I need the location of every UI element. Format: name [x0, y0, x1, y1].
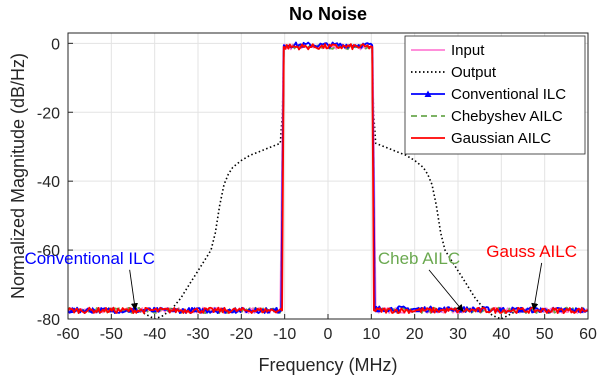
y-tick-label: 0	[51, 36, 60, 53]
legend-label-2: Conventional ILC	[451, 86, 566, 103]
annotation-arrow-2	[531, 262, 543, 311]
x-tick-label: 20	[406, 326, 424, 343]
x-tick-label: 40	[492, 326, 510, 343]
y-axis-label: Normalized Magnitude (dB/Hz)	[8, 53, 28, 299]
x-tick-label: -20	[230, 326, 253, 343]
legend-box	[404, 35, 586, 155]
x-tick-label: -50	[100, 326, 123, 343]
annotation-arrow-1	[428, 269, 464, 312]
x-tick-label: 30	[449, 326, 467, 343]
annotations: Conventional ILC Cheb AILC Gauss AILC	[24, 242, 577, 312]
legend-label-3: Chebyshev AILC	[451, 108, 563, 125]
annotation-text-0: Conventional ILC	[24, 249, 154, 268]
x-tick-label: -10	[273, 326, 296, 343]
legend-label-1: Output	[451, 64, 497, 81]
x-tick-label: 60	[579, 326, 597, 343]
series-line-4	[68, 43, 588, 314]
series-line-1	[68, 46, 588, 319]
y-tick-label: -60	[37, 243, 60, 260]
series-line-3	[68, 43, 588, 314]
x-tick-label: -40	[143, 326, 166, 343]
x-tick-label: -60	[56, 326, 79, 343]
x-tick-label: 50	[536, 326, 554, 343]
legend: Input Output Conventional ILC Chebyshev AIL…	[404, 35, 586, 155]
legend-label-0: Input	[451, 42, 485, 59]
y-tick-label: -40	[37, 174, 60, 191]
ticks: -60 -50 -40 -30 -20 -10 0 10 20 30 40 50 60-80-60-40…	[37, 36, 597, 343]
annotation-arrow-0	[129, 269, 138, 311]
annotation-text-1: Cheb AILC	[378, 249, 460, 268]
legend-label-4: Gaussian AILC	[451, 130, 551, 147]
annotation-text-2: Gauss AILC	[486, 242, 577, 261]
plot-area	[68, 41, 588, 319]
y-tick-label: -20	[37, 105, 60, 122]
chart-title: No Noise	[289, 4, 367, 24]
x-tick-label: 10	[362, 326, 380, 343]
y-tick-label: -80	[37, 312, 60, 329]
x-tick-label: -30	[186, 326, 209, 343]
legend-marker-2	[424, 90, 432, 97]
x-axis-label: Frequency (MHz)	[258, 355, 397, 375]
x-tick-label: 0	[324, 326, 333, 343]
